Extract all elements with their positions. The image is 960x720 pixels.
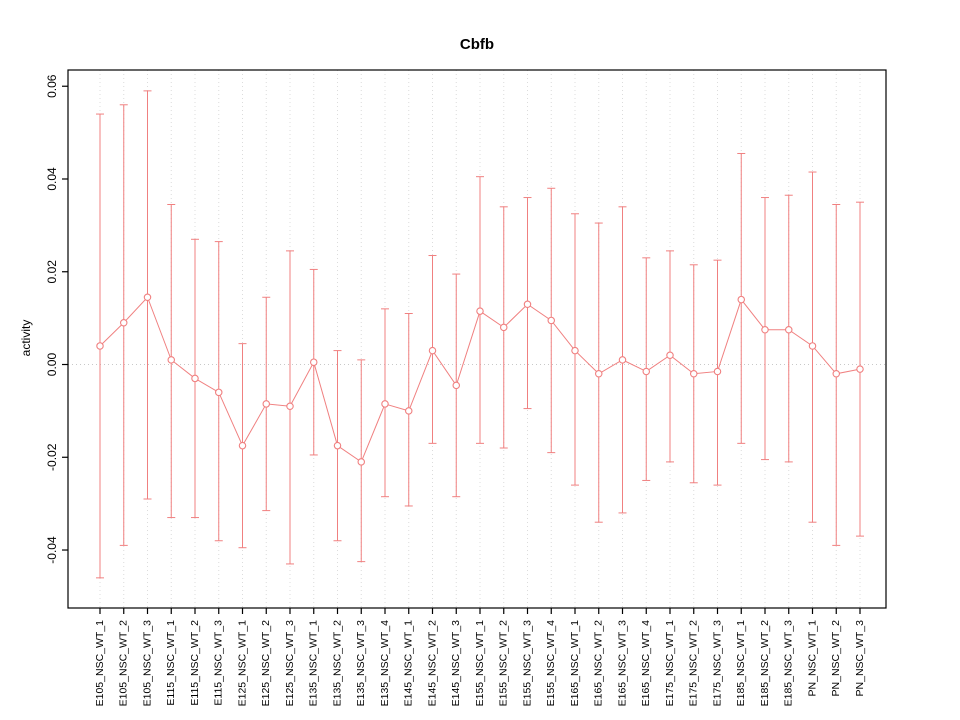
svg-text:E125_NSC_WT_1: E125_NSC_WT_1 (236, 620, 248, 707)
svg-text:PN_NSC_WT_1: PN_NSC_WT_1 (806, 620, 818, 697)
svg-text:E155_NSC_WT_1: E155_NSC_WT_1 (474, 620, 486, 707)
svg-text:PN_NSC_WT_2: PN_NSC_WT_2 (830, 620, 842, 697)
svg-text:PN_NSC_WT_3: PN_NSC_WT_3 (854, 620, 866, 697)
svg-text:0.02: 0.02 (45, 260, 59, 284)
svg-text:E185_NSC_WT_3: E185_NSC_WT_3 (783, 620, 795, 707)
svg-text:E115_NSC_WT_2: E115_NSC_WT_2 (189, 620, 201, 706)
svg-text:E125_NSC_WT_3: E125_NSC_WT_3 (284, 620, 296, 707)
svg-text:E155_NSC_WT_4: E155_NSC_WT_4 (545, 620, 557, 707)
svg-text:E145_NSC_WT_1: E145_NSC_WT_1 (403, 620, 415, 707)
svg-text:E165_NSC_WT_3: E165_NSC_WT_3 (616, 620, 628, 707)
svg-text:E105_NSC_WT_2: E105_NSC_WT_2 (118, 620, 130, 707)
svg-text:E185_NSC_WT_1: E185_NSC_WT_1 (735, 620, 747, 707)
svg-text:E165_NSC_WT_1: E165_NSC_WT_1 (569, 620, 581, 707)
svg-text:E155_NSC_WT_2: E155_NSC_WT_2 (498, 620, 510, 707)
svg-text:E135_NSC_WT_4: E135_NSC_WT_4 (379, 620, 391, 707)
svg-text:E105_NSC_WT_1: E105_NSC_WT_1 (94, 620, 106, 707)
svg-text:0.00: 0.00 (45, 353, 59, 377)
svg-text:E145_NSC_WT_3: E145_NSC_WT_3 (450, 620, 462, 707)
svg-text:E145_NSC_WT_2: E145_NSC_WT_2 (426, 620, 438, 707)
svg-text:E165_NSC_WT_2: E165_NSC_WT_2 (593, 620, 605, 707)
svg-text:E135_NSC_WT_3: E135_NSC_WT_3 (355, 620, 367, 707)
svg-text:-0.02: -0.02 (45, 443, 59, 471)
svg-text:E125_NSC_WT_2: E125_NSC_WT_2 (260, 620, 272, 707)
chart-title: Cbfb (459, 36, 495, 53)
svg-text:0.04: 0.04 (45, 167, 59, 191)
svg-text:E175_NSC_WT_1: E175_NSC_WT_1 (664, 620, 676, 707)
svg-text:E185_NSC_WT_2: E185_NSC_WT_2 (759, 620, 771, 707)
svg-text:E135_NSC_WT_2: E135_NSC_WT_2 (331, 620, 343, 707)
svg-text:0.06: 0.06 (45, 74, 59, 98)
svg-text:E155_NSC_WT_3: E155_NSC_WT_3 (521, 620, 533, 707)
svg-text:E115_NSC_WT_3: E115_NSC_WT_3 (213, 620, 225, 706)
svg-text:-0.04: -0.04 (45, 536, 59, 564)
svg-text:E135_NSC_WT_1: E135_NSC_WT_1 (308, 620, 320, 707)
svg-text:E175_NSC_WT_3: E175_NSC_WT_3 (711, 620, 723, 707)
svg-text:E165_NSC_WT_4: E165_NSC_WT_4 (640, 620, 652, 707)
svg-text:E115_NSC_WT_1: E115_NSC_WT_1 (165, 620, 177, 706)
svg-text:E105_NSC_WT_3: E105_NSC_WT_3 (141, 620, 153, 707)
svg-text:E175_NSC_WT_2: E175_NSC_WT_2 (688, 620, 700, 707)
